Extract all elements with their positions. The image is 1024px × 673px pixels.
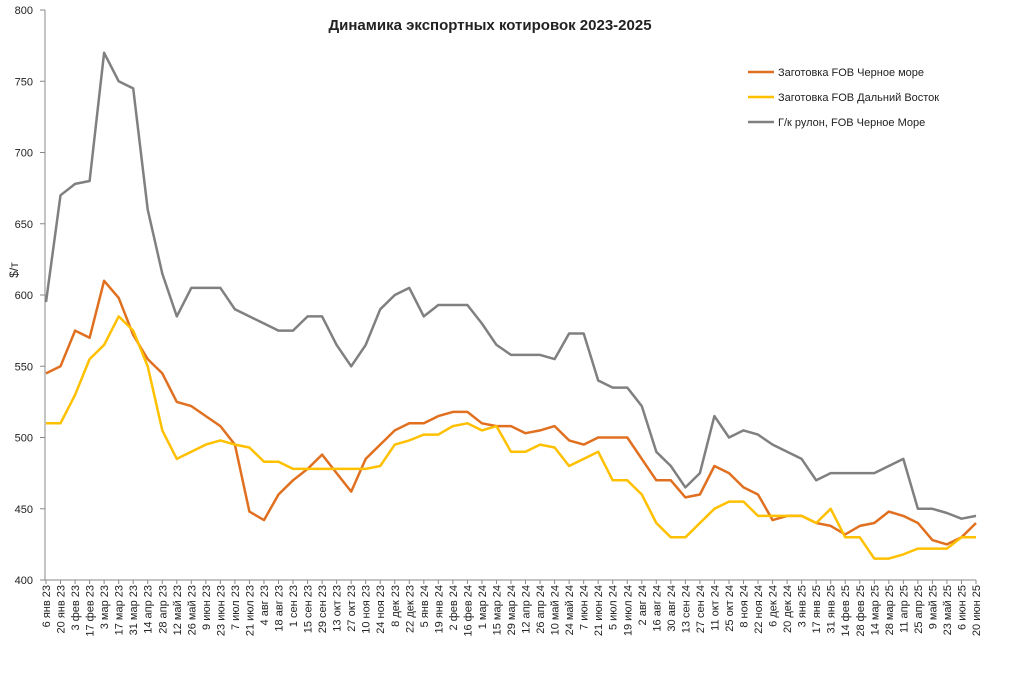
- x-tick-label: 31 янв 25: [826, 585, 838, 633]
- x-tick-label: 8 дек 23: [390, 585, 402, 627]
- series-line: [44, 51, 977, 520]
- x-tick-label: 11 апр 25: [898, 585, 910, 633]
- x-tick-label: 23 июн 23: [215, 585, 227, 636]
- x-tick-label: 14 фев 25: [840, 585, 852, 637]
- x-tick-label: 18 авг 23: [274, 585, 286, 632]
- x-tick-label: 3 мар 23: [99, 585, 111, 629]
- x-tick-label: 10 ноя 23: [361, 585, 373, 634]
- y-tick-label: 750: [15, 76, 33, 88]
- x-tick-label: 12 апр 24: [521, 585, 533, 634]
- x-tick-label: 20 июн 25: [971, 585, 983, 636]
- x-tick-label: 1 мар 24: [477, 585, 489, 629]
- x-tick-label: 24 май 24: [564, 585, 576, 635]
- x-tick-label: 22 ноя 24: [753, 585, 765, 634]
- x-tick-label: 20 янв 23: [56, 585, 68, 633]
- x-tick-label: 9 май 25: [927, 585, 939, 629]
- y-tick-label: 800: [15, 5, 33, 17]
- x-tick-label: 16 авг 24: [651, 585, 663, 632]
- x-tick-label: 11 окт 24: [709, 585, 721, 631]
- x-tick-label: 20 дек 24: [782, 585, 794, 633]
- x-tick-label: 29 сен 23: [317, 585, 329, 633]
- series-line: [46, 315, 976, 560]
- x-tick-label: 13 сен 24: [680, 585, 692, 633]
- x-tick-label: 21 июл 23: [244, 585, 256, 636]
- x-tick-label: 14 мар 25: [869, 585, 881, 635]
- x-tick-label: 25 окт 24: [724, 585, 736, 632]
- x-tick-label: 31 мар 23: [128, 585, 140, 635]
- x-tick-label: 3 янв 25: [797, 585, 809, 627]
- legend-label: Заготовка FOB Дальний Восток: [778, 92, 939, 104]
- x-tick-label: 7 июл 23: [230, 585, 242, 630]
- x-tick-label: 26 апр 24: [535, 585, 547, 634]
- x-tick-label: 9 июн 23: [201, 585, 213, 630]
- x-tick-label: 17 мар 23: [114, 585, 126, 635]
- x-tick-label: 6 июн 25: [956, 585, 968, 630]
- x-tick-label: 19 янв 24: [433, 585, 445, 633]
- y-tick-label: 450: [15, 504, 33, 516]
- x-tick-label: 2 авг 24: [637, 585, 649, 625]
- x-tick-label: 21 июн 24: [593, 585, 605, 636]
- x-tick-label: 5 июл 24: [608, 585, 620, 630]
- x-tick-label: 10 май 24: [550, 585, 562, 635]
- y-tick-label: 650: [15, 219, 33, 231]
- x-tick-label: 26 май 23: [186, 585, 198, 635]
- x-tick-label: 4 авг 23: [259, 585, 271, 625]
- x-tick-label: 6 янв 23: [41, 585, 53, 627]
- x-tick-label: 28 мар 25: [884, 585, 896, 635]
- y-axis-label: $/т: [7, 262, 21, 278]
- x-tick-label: 8 ноя 24: [739, 585, 751, 628]
- legend-label: Г/к рулон, FOB Черное Море: [778, 117, 925, 129]
- x-tick-label: 25 апр 25: [913, 585, 925, 634]
- x-tick-label: 7 июн 24: [579, 585, 591, 630]
- x-tick-label: 14 апр 23: [143, 585, 155, 634]
- legend-label: Заготовка FOB Черное море: [778, 67, 924, 79]
- x-tick-label: 16 фев 24: [462, 585, 474, 637]
- x-tick-label: 28 апр 23: [157, 585, 169, 634]
- x-tick-label: 30 авг 24: [666, 585, 678, 632]
- x-tick-label: 29 мар 24: [506, 585, 518, 635]
- x-tick-label: 12 май 23: [172, 585, 184, 635]
- x-tick-label: 23 май 25: [942, 585, 954, 635]
- x-tick-label: 15 мар 24: [491, 585, 503, 635]
- y-tick-label: 600: [15, 290, 33, 302]
- x-tick-label: 5 янв 24: [419, 585, 431, 627]
- y-tick-label: 550: [15, 361, 33, 373]
- x-tick-label: 1 сен 23: [288, 585, 300, 627]
- x-tick-label: 28 фев 25: [855, 585, 867, 637]
- series-line: [45, 279, 977, 546]
- x-tick-label: 6 дек 24: [768, 585, 780, 627]
- x-tick-label: 2 фев 24: [448, 585, 460, 630]
- y-tick-label: 400: [15, 575, 33, 587]
- y-tick-label: 500: [15, 433, 33, 445]
- x-tick-label: 3 фев 23: [70, 585, 82, 630]
- x-tick-label: 13 окт 23: [332, 585, 344, 632]
- x-tick-label: 27 окт 23: [346, 585, 358, 632]
- x-tick-label: 19 июл 24: [622, 585, 634, 636]
- x-tick-label: 22 дек 23: [404, 585, 416, 633]
- x-tick-label: 17 фев 23: [85, 585, 97, 637]
- x-tick-label: 24 ноя 23: [375, 585, 387, 634]
- x-tick-label: 15 сен 23: [303, 585, 315, 633]
- chart-title: Динамика экспортных котировок 2023-2025: [328, 17, 651, 34]
- x-tick-label: 27 сен 24: [695, 585, 707, 633]
- x-tick-label: 17 янв 25: [811, 585, 823, 633]
- y-tick-label: 700: [15, 148, 33, 160]
